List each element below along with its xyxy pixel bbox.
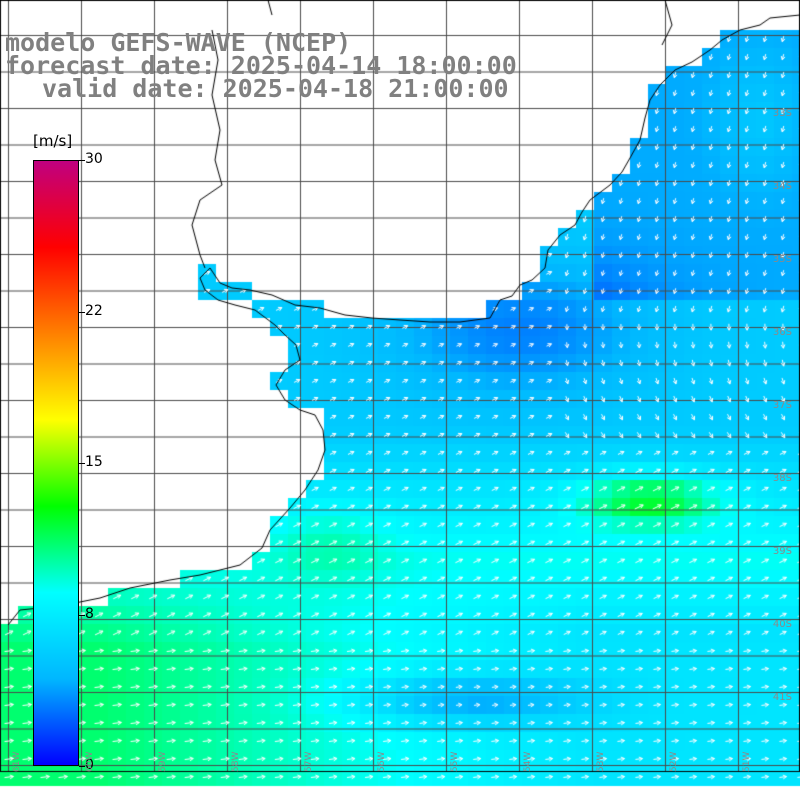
latitude-label: 34S — [772, 181, 792, 192]
colorbar-tick-mark — [79, 160, 85, 161]
latitude-label: 38S — [772, 473, 792, 484]
colorbar-tick-label: 8 — [85, 605, 94, 622]
colorbar-tick-label: 30 — [85, 151, 103, 167]
colorbar-tick-label: 15 — [85, 454, 103, 470]
latitude-label: 40S — [772, 619, 792, 630]
latitude-label: 37S — [772, 400, 792, 411]
longitude-label: 55W — [450, 751, 460, 772]
longitude-label: 56W — [377, 751, 387, 772]
colorbar-tick-label: 22 — [85, 302, 103, 319]
colorbar-tick-mark — [79, 766, 85, 767]
colorbar-tick-mark — [79, 463, 85, 464]
longitude-label: 61W — [12, 751, 22, 772]
latitude-label: 36S — [772, 327, 792, 338]
map-title-forecast-date: forecast date: 2025-04-14 18:00:00 — [5, 51, 517, 80]
colorbar-units: [m/s] — [33, 132, 73, 150]
latitude-label: 39S — [772, 546, 792, 557]
colorbar-tick-mark — [79, 311, 85, 313]
longitude-label: 58W — [231, 751, 241, 772]
latitude-label: 41S — [772, 692, 792, 703]
map-title-model: modelo GEFS-WAVE (NCEP) — [5, 28, 352, 57]
longitude-label: 57W — [304, 751, 314, 772]
latitude-label: 33S — [772, 108, 792, 119]
longitude-label: 53W — [596, 751, 606, 772]
latitude-label: 35S — [772, 254, 792, 265]
map-title-valid-date: valid date: 2025-04-18 21:00:00 — [42, 74, 509, 103]
colorbar-tick-label: 0 — [85, 757, 94, 773]
longitude-label: 51W — [742, 751, 752, 772]
longitude-label: 59W — [158, 751, 168, 772]
colorbar — [33, 160, 79, 766]
longitude-label: 54W — [523, 751, 533, 772]
longitude-label: 52W — [669, 751, 679, 772]
colorbar-tick-mark — [79, 614, 85, 616]
longitude-label: 60W — [85, 751, 95, 772]
